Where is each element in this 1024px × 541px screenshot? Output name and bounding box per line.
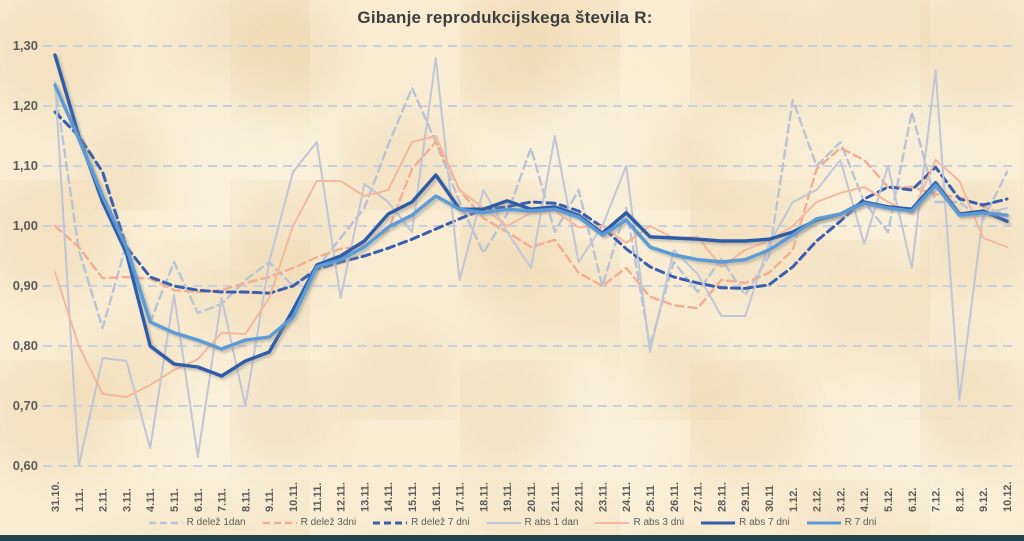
legend-label: R delež 7 dni — [411, 517, 470, 528]
x-tick-label: 18.11. — [478, 482, 490, 512]
x-tick-label: 9.11. — [264, 488, 276, 512]
x-tick-label: 10.12. — [1002, 481, 1014, 512]
legend-swatch-r-abs-3dni — [595, 521, 630, 524]
y-tick-label: 1,20 — [13, 98, 38, 113]
x-tick-label: 8.12. — [954, 488, 966, 512]
x-tick-label: 27.11. — [693, 482, 705, 512]
x-tick-label: 2.11. — [98, 488, 110, 512]
y-tick-label: 0,80 — [13, 338, 38, 353]
legend-item-r-delez-1dan: R delež 1dan — [148, 517, 246, 528]
y-tick-label: 1,30 — [13, 38, 38, 53]
series-line-r-abs-3dni — [54, 135, 1008, 398]
x-tick-label: 6.11. — [193, 488, 205, 512]
x-tick-label: 2.12. — [812, 488, 824, 512]
bottom-taskbar-strip — [0, 535, 1024, 541]
x-tick-label: 6.12. — [907, 488, 919, 512]
y-axis-labels: 1,30 1,20 1,10 1,00 0,90 0,80 0,70 0,60 — [13, 38, 38, 473]
legend-swatch-r-7dni — [806, 521, 841, 524]
legend-label: R abs 1 dan — [524, 517, 579, 528]
x-tick-label: 1.11. — [74, 488, 86, 512]
x-tick-label: 5.11. — [169, 488, 181, 512]
legend-item-r-abs-1dan: R abs 1 dan — [486, 517, 579, 528]
x-tick-label: 30.11 — [764, 485, 776, 512]
x-tick-label: 15.11. — [407, 482, 419, 512]
series-line-r-abs-1dan — [54, 57, 1008, 467]
series-line-r-delez-1dan — [53, 83, 1009, 348]
legend-swatch-r-delez-7dni — [373, 521, 408, 524]
x-tick-label: 1.12. — [788, 488, 800, 512]
y-tick-label: 0,70 — [13, 398, 38, 413]
legend-item-r-delez-7dni: R delež 7 dni — [372, 517, 470, 528]
y-tick-label: 0,90 — [13, 278, 38, 293]
y-tick-label: 1,10 — [13, 158, 38, 173]
legend-swatch-r-delez-3dni — [262, 521, 297, 524]
x-tick-label: 12.11. — [336, 482, 348, 512]
x-tick-label: 16.11. — [431, 482, 443, 512]
gridlines — [43, 45, 1017, 467]
x-tick-label: 26.11. — [669, 482, 681, 512]
y-tick-label: 0,60 — [13, 458, 38, 473]
legend-label: R abs 7 dni — [739, 517, 790, 528]
x-tick-label: 5.12. — [883, 488, 895, 512]
legend-label: R 7 dni — [844, 517, 877, 528]
series-line-r-7dni — [53, 83, 1009, 351]
x-tick-label: 10.11. — [288, 482, 300, 512]
x-tick-label: 28.11. — [716, 482, 728, 512]
legend-swatch-r-delez-1dan — [148, 521, 183, 524]
x-tick-label: 21.11. — [550, 482, 562, 512]
legend-item-r-abs-7dni: R abs 7 dni — [700, 517, 790, 528]
legend-swatch-r-abs-7dni — [701, 521, 736, 524]
x-tick-label: 7.12. — [931, 488, 943, 512]
x-axis-labels: 31.10. 1.11. 2.11. 3.11. 4.11. 5.11. 6.11. 7.11… — [50, 481, 1014, 512]
x-tick-label: 23.11. — [597, 482, 609, 512]
x-tick-label: 19.11. — [502, 482, 514, 512]
legend-label: R delež 3dni — [300, 517, 357, 528]
legend-label: R delež 1dan — [186, 517, 246, 528]
legend-item-r-delez-3dni: R delež 3dni — [262, 517, 357, 528]
x-tick-label: 3.12. — [835, 488, 847, 512]
x-tick-label: 31.10. — [50, 481, 62, 512]
x-tick-label: 4.12. — [859, 488, 871, 512]
series-line-r-delez-7dni — [53, 110, 1009, 295]
x-tick-label: 20.11. — [526, 482, 538, 512]
x-tick-label: 8.11. — [240, 488, 252, 512]
x-tick-label: 13.11. — [359, 482, 371, 512]
data-series — [53, 53, 1009, 467]
y-tick-label: 1,00 — [13, 218, 38, 233]
series-line-r-abs-7dni — [53, 53, 1009, 378]
legend-swatch-r-abs-1dan — [486, 521, 521, 524]
legend-item-r-abs-3dni: R abs 3 dni — [594, 517, 684, 528]
x-tick-label: 25.11 — [645, 485, 657, 512]
chart-legend: R delež 1dan R delež 3dni R delež 7 dni R a… — [0, 517, 1024, 528]
x-tick-label: 7.11. — [217, 488, 229, 512]
x-tick-label: 3.11. — [121, 488, 133, 512]
chart-title: Gibanje reprodukcijskega števila R: — [357, 8, 653, 27]
x-tick-label: 29.11. — [740, 482, 752, 512]
x-tick-label: 17.11. — [455, 482, 467, 512]
x-tick-label: 22.11. — [574, 482, 586, 512]
legend-item-r-7dni: R 7 dni — [806, 517, 877, 528]
x-tick-label: 4.11. — [145, 488, 157, 512]
x-tick-label: 14.11. — [383, 482, 395, 512]
legend-label: R abs 3 dni — [633, 517, 685, 528]
x-tick-label: 9.12. — [978, 488, 990, 512]
x-tick-label: 11.11. — [312, 483, 324, 512]
x-tick-label: 24.11. — [621, 482, 633, 512]
